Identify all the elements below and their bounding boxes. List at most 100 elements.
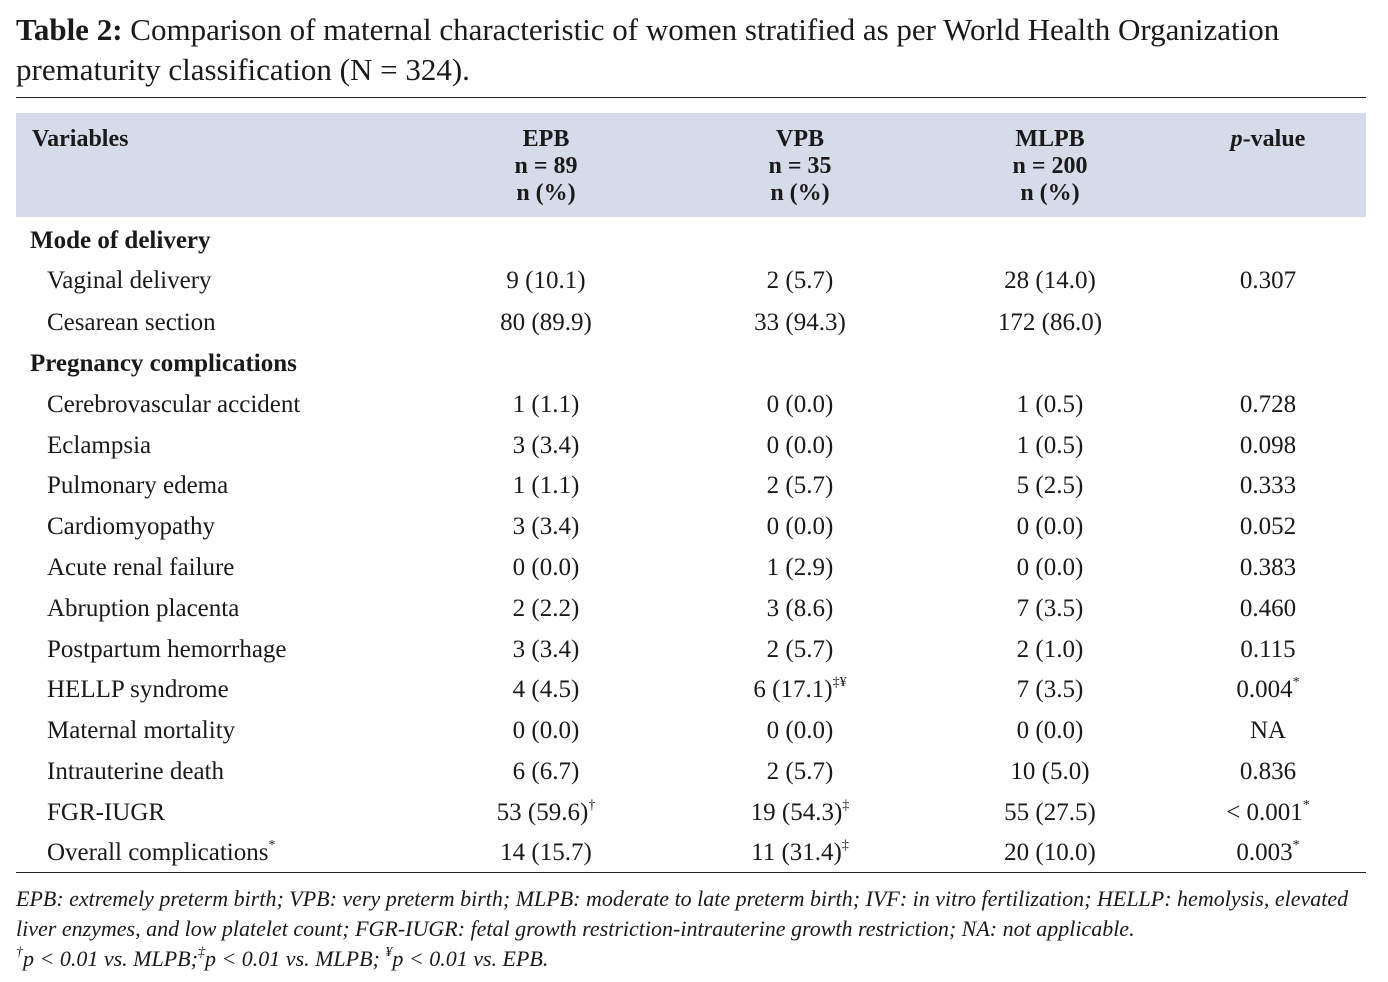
cell-mlpb-text: 172 (86.0) — [997, 309, 1103, 336]
section-row: Pregnancy complications — [0, 343, 1388, 384]
cell-epb: 1 (1.1) — [436, 384, 656, 425]
section-title-text: Mode of delivery — [30, 227, 211, 254]
row-label: Cerebrovascular accident — [47, 384, 300, 425]
cell-epb: 4 (4.5) — [436, 669, 656, 710]
cell-vpb-text: 2 (5.7) — [766, 758, 834, 785]
cell-mlpb: 2 (1.0) — [940, 629, 1160, 670]
row-label: Pulmonary edema — [47, 465, 228, 506]
cell-pvalue-text: 0.004 — [1236, 676, 1293, 703]
cell-epb: 14 (15.7) — [436, 832, 656, 873]
cell-vpb: 33 (94.3) — [690, 302, 910, 343]
header-pvalue-p: p — [1230, 126, 1243, 152]
header-mlpb-n: n = 200 — [1012, 153, 1088, 179]
cell-pvalue-text: 0.333 — [1239, 472, 1297, 499]
cell-pvalue-text: 0.003 — [1236, 839, 1293, 866]
header-vpb-title: VPB — [776, 126, 824, 152]
cell-pvalue: 0.307 — [1158, 260, 1378, 301]
cell-vpb: 3 (8.6) — [690, 588, 910, 629]
section-title: Pregnancy complications — [30, 343, 297, 384]
cell-vpb-footnote-mark: ‡ — [842, 797, 850, 813]
row-label-text: Vaginal delivery — [47, 267, 212, 294]
cell-epb-text: 1 (1.1) — [512, 391, 580, 418]
header-mlpb-unit: n (%) — [1020, 180, 1080, 206]
cell-mlpb-text: 7 (3.5) — [1016, 595, 1084, 622]
cell-pvalue-text: 0.836 — [1239, 758, 1297, 785]
cell-pvalue-footnote-mark: * — [1292, 674, 1300, 690]
cell-mlpb-text: 55 (27.5) — [1004, 799, 1096, 826]
cell-pvalue: 0.003* — [1158, 832, 1378, 873]
section-title-text: Pregnancy complications — [30, 350, 297, 377]
row-label-text: Cardiomyopathy — [47, 513, 216, 540]
cell-pvalue-text: 0.728 — [1239, 391, 1297, 418]
cell-pvalue: 0.333 — [1158, 465, 1378, 506]
cell-epb-footnote-mark: † — [588, 797, 596, 813]
cell-vpb-text: 2 (5.7) — [766, 636, 834, 663]
cell-epb-text: 3 (3.4) — [512, 636, 580, 663]
cell-pvalue: 0.004* — [1158, 669, 1378, 710]
cell-mlpb: 28 (14.0) — [940, 260, 1160, 301]
cell-epb: 6 (6.7) — [436, 751, 656, 792]
footnote-sym-2: ‡ — [197, 944, 205, 960]
top-rule — [16, 97, 1366, 98]
header-epb-title: EPB — [522, 126, 570, 152]
cell-pvalue-footnote-mark: * — [1302, 797, 1310, 813]
cell-vpb: 0 (0.0) — [690, 425, 910, 466]
row-label-text: FGR-IUGR — [47, 799, 166, 826]
table-caption: Table 2: Comparison of maternal characte… — [16, 10, 1366, 90]
table-row: Cerebrovascular accident 1 (1.1) 0 (0.0) 1 … — [0, 384, 1388, 425]
cell-pvalue: 0.383 — [1158, 547, 1378, 588]
cell-pvalue-text: 0.052 — [1239, 513, 1297, 540]
row-label: Cardiomyopathy — [47, 506, 215, 547]
cell-pvalue: 0.098 — [1158, 425, 1378, 466]
cell-mlpb: 10 (5.0) — [940, 751, 1160, 792]
cell-mlpb-text: 0 (0.0) — [1016, 513, 1084, 540]
cell-vpb-text: 3 (8.6) — [766, 595, 834, 622]
cell-vpb: 0 (0.0) — [690, 384, 910, 425]
table-label: Table 2: — [16, 12, 123, 47]
cell-pvalue-text: 0.307 — [1239, 267, 1297, 294]
header-mlpb-title: MLPB — [1015, 126, 1085, 152]
footnote-sym-1: † — [16, 944, 23, 960]
cell-mlpb: 1 (0.5) — [940, 384, 1160, 425]
cell-pvalue: NA — [1158, 710, 1378, 751]
cell-vpb: 1 (2.9) — [690, 547, 910, 588]
row-label: Overall complications* — [47, 832, 275, 873]
cell-mlpb-text: 5 (2.5) — [1016, 472, 1084, 499]
cell-pvalue-text: < 0.001 — [1226, 799, 1303, 826]
cell-vpb-text: 6 (17.1) — [753, 676, 833, 703]
cell-pvalue-text: 0.098 — [1239, 432, 1297, 459]
row-label-text: Abruption placenta — [47, 595, 240, 622]
cell-epb-text: 14 (15.7) — [500, 839, 592, 866]
cell-vpb: 2 (5.7) — [690, 629, 910, 670]
cell-pvalue-text: NA — [1249, 717, 1287, 744]
cell-mlpb: 0 (0.0) — [940, 506, 1160, 547]
cell-vpb-text: 33 (94.3) — [754, 309, 846, 336]
row-label-text: HELLP syndrome — [47, 676, 229, 703]
footnote-significance: †p < 0.01 vs. MLPB;‡p < 0.01 vs. MLPB; ¥… — [16, 944, 1366, 974]
row-label-text: Cerebrovascular accident — [47, 391, 301, 418]
cell-mlpb-text: 7 (3.5) — [1016, 676, 1084, 703]
cell-pvalue-text: 0.383 — [1239, 554, 1297, 581]
cell-vpb-text: 11 (31.4) — [751, 839, 842, 866]
cell-pvalue: 0.115 — [1158, 629, 1378, 670]
table-footnotes: EPB: extremely preterm birth; VPB: very … — [16, 884, 1366, 974]
footnote-abbreviations: EPB: extremely preterm birth; VPB: very … — [16, 886, 1349, 941]
section-row: Mode of delivery — [0, 220, 1388, 261]
cell-epb-text: 6 (6.7) — [512, 758, 580, 785]
table-row: Acute renal failure 0 (0.0) 1 (2.9) 0 (0.0)… — [0, 547, 1388, 588]
cell-vpb-text: 0 (0.0) — [766, 391, 834, 418]
cell-mlpb: 5 (2.5) — [940, 465, 1160, 506]
footnote-text-1: p < 0.01 vs. MLPB; — [23, 946, 198, 971]
row-label-text: Acute renal failure — [47, 554, 235, 581]
header-epb: EPB n = 89 n (%) — [436, 126, 656, 207]
cell-mlpb-text: 0 (0.0) — [1016, 717, 1084, 744]
cell-vpb-text: 0 (0.0) — [766, 432, 834, 459]
cell-pvalue: < 0.001* — [1158, 792, 1378, 833]
cell-epb: 53 (59.6)† — [436, 792, 656, 833]
cell-epb: 9 (10.1) — [436, 260, 656, 301]
cell-vpb-text: 0 (0.0) — [766, 717, 834, 744]
row-label-text: Overall complications — [47, 839, 269, 866]
cell-mlpb: 1 (0.5) — [940, 425, 1160, 466]
cell-mlpb: 55 (27.5) — [940, 792, 1160, 833]
cell-mlpb-text: 10 (5.0) — [1010, 758, 1090, 785]
